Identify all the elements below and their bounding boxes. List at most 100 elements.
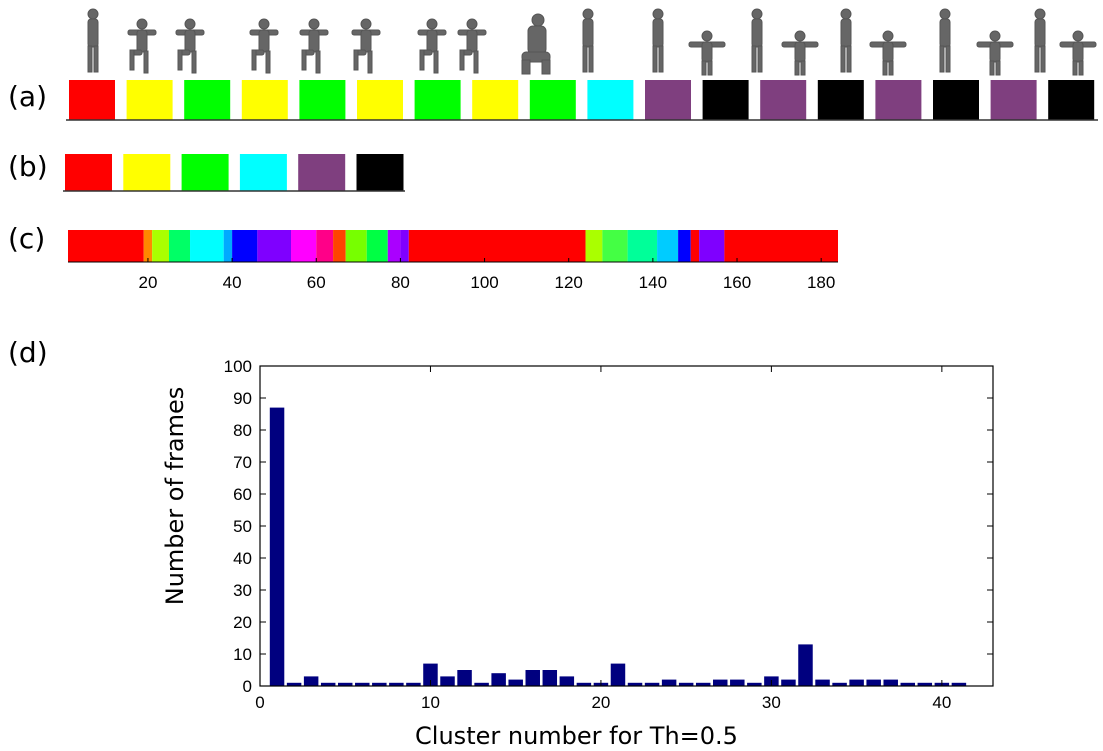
pose-figure xyxy=(87,8,99,73)
cluster-block-a xyxy=(990,80,1037,120)
bar xyxy=(406,682,421,686)
y-tick-label: 40 xyxy=(233,549,252,568)
pose-figure xyxy=(127,18,157,74)
cluster-block-a xyxy=(529,80,576,120)
bar xyxy=(389,682,404,686)
pose-figure xyxy=(840,8,852,73)
colorbar-segment xyxy=(602,230,628,262)
y-tick-label: 70 xyxy=(233,453,252,472)
colorbar-tick-label: 20 xyxy=(138,273,157,292)
cluster-sequence-b xyxy=(63,154,405,192)
colorbar-segment xyxy=(232,230,258,262)
colorbar-segment xyxy=(387,230,401,262)
bar xyxy=(525,670,540,686)
colorbar-segment xyxy=(585,230,603,262)
colorbar-tick-label: 160 xyxy=(723,273,751,292)
bar xyxy=(644,682,660,686)
y-tick-label: 10 xyxy=(233,645,252,664)
colorbar-segment xyxy=(68,230,144,262)
colorbar-segment xyxy=(257,230,292,262)
pose-figure xyxy=(299,18,329,74)
cluster-block-a xyxy=(933,80,979,120)
bar xyxy=(695,682,711,686)
y-tick-label: 50 xyxy=(233,517,252,536)
pose-figure xyxy=(751,8,763,73)
panel-label-d: (d) xyxy=(8,336,48,369)
panel-label-b: (b) xyxy=(8,150,48,183)
bar xyxy=(849,679,864,686)
colorbar-segment xyxy=(627,230,658,262)
y-tick-label: 60 xyxy=(233,485,252,504)
pose-figure xyxy=(582,8,594,73)
x-tick-label: 20 xyxy=(591,693,610,712)
colorbar-segment xyxy=(152,230,169,262)
colorbar-segment xyxy=(400,230,409,262)
bar xyxy=(883,679,898,686)
colorbar-segment xyxy=(345,230,367,262)
bar xyxy=(269,407,285,686)
colorbar-segment xyxy=(724,230,838,262)
x-tick-label: 0 xyxy=(255,693,264,712)
bar xyxy=(440,676,455,686)
pose-figure xyxy=(249,18,279,74)
frame-colorbar-c: 20 40 60 80 100 120 140 160 180 xyxy=(68,230,838,292)
panel-label-a: (a) xyxy=(8,80,48,113)
pose-figure xyxy=(688,30,726,76)
pose-figure xyxy=(976,30,1014,76)
cluster-block-a xyxy=(1048,80,1095,120)
cluster-sequence-a xyxy=(66,80,1098,121)
cluster-block-a xyxy=(645,80,691,120)
pose-figure xyxy=(417,18,447,74)
colorbar-tick-label: 180 xyxy=(807,273,835,292)
bar xyxy=(576,682,592,686)
bar xyxy=(661,679,677,686)
colorbar-tick-label: 100 xyxy=(470,273,498,292)
cluster-block-b xyxy=(356,154,404,191)
cluster-block-b xyxy=(65,154,112,191)
bar xyxy=(781,679,796,686)
colorbar-segment xyxy=(699,230,725,262)
colorbar-segment xyxy=(168,230,191,262)
bar xyxy=(678,682,694,686)
colorbar-segment xyxy=(291,230,317,262)
colorbar-segment xyxy=(408,230,586,262)
cluster-block-a xyxy=(587,80,634,120)
bar xyxy=(320,682,336,686)
pose-figure xyxy=(652,8,664,73)
bar xyxy=(951,682,967,686)
colorbar-tick-label: 40 xyxy=(223,273,242,292)
cluster-block-b xyxy=(123,154,171,191)
bar xyxy=(508,679,523,686)
colorbar-segment xyxy=(678,230,691,262)
cluster-block-a xyxy=(760,80,807,120)
colorbar-segment xyxy=(333,230,346,262)
y-axis-label: Number of frames xyxy=(161,387,189,605)
plot-frame xyxy=(259,365,994,687)
x-tick-label: 40 xyxy=(932,693,951,712)
pose-figure xyxy=(1059,30,1097,76)
y-tick-label: 30 xyxy=(233,581,252,600)
x-axis-label: Cluster number for Th=0.5 xyxy=(415,722,738,750)
y-tick-label: 80 xyxy=(233,421,252,440)
colorbar-tick-label: 120 xyxy=(555,273,583,292)
bar xyxy=(610,663,626,686)
pose-figure xyxy=(781,30,819,76)
cluster-block-b xyxy=(239,154,287,191)
cluster-block-a xyxy=(241,80,288,120)
bar xyxy=(337,682,353,686)
y-tick-label: 90 xyxy=(233,389,252,408)
pose-figure xyxy=(175,18,205,74)
bar xyxy=(866,679,881,686)
bar xyxy=(303,676,319,686)
cluster-block-a xyxy=(69,80,115,120)
cluster-block-a xyxy=(817,80,864,120)
bar xyxy=(355,682,370,686)
y-tick-label: 0 xyxy=(243,677,252,696)
bar xyxy=(559,676,575,686)
y-tick-label: 20 xyxy=(233,613,252,632)
cluster-block-a xyxy=(472,80,519,120)
bar xyxy=(917,682,933,686)
colorbar-tick-label: 140 xyxy=(639,273,667,292)
pose-figure xyxy=(869,30,907,76)
